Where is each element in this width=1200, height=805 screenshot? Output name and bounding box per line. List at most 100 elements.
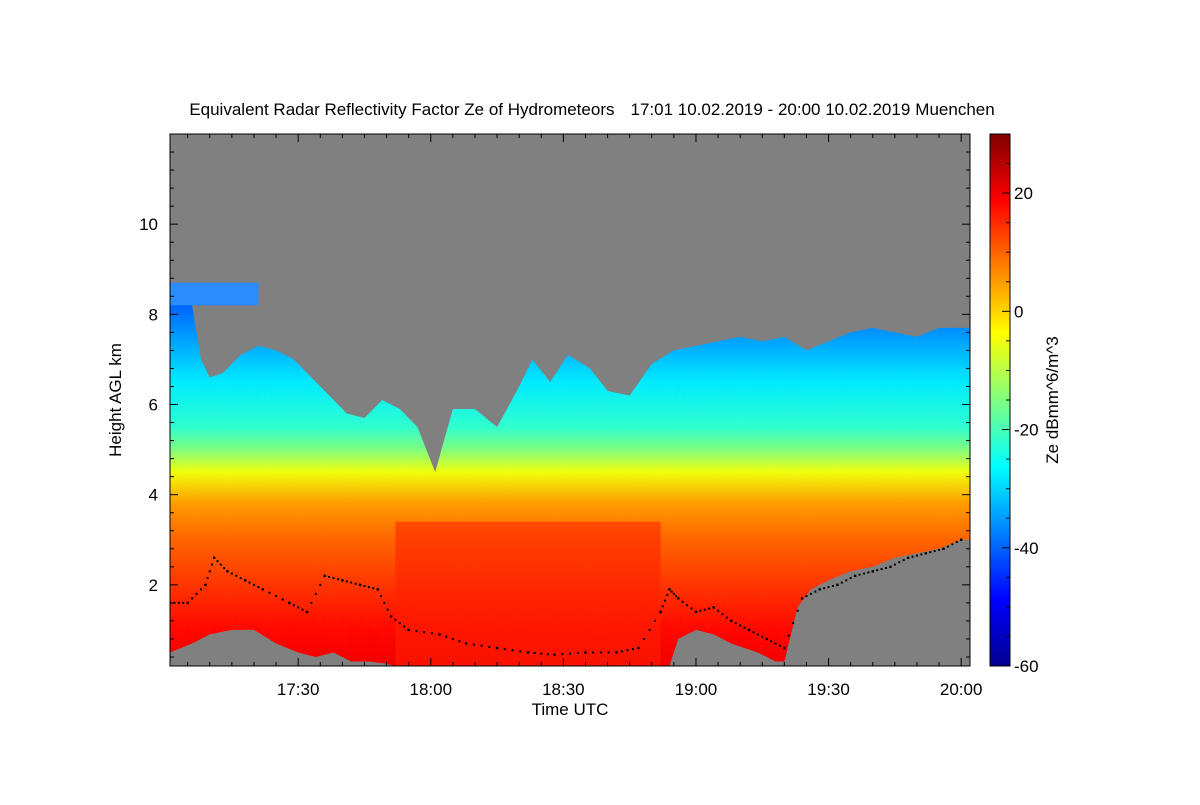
melting-layer-point xyxy=(219,563,222,566)
melting-layer-point xyxy=(195,592,198,595)
x-tick-label: 18:00 xyxy=(410,680,453,699)
melting-layer-point xyxy=(898,561,901,564)
reflectivity-core xyxy=(395,521,661,666)
melting-layer-point xyxy=(389,615,393,618)
melting-layer-point xyxy=(902,559,905,562)
melting-layer-point xyxy=(511,649,514,652)
y-axis-label: Height AGL km xyxy=(106,343,125,457)
melting-layer-point xyxy=(752,631,755,634)
melting-layer-point xyxy=(403,625,406,628)
melting-layer-point xyxy=(880,568,883,571)
melting-layer-point xyxy=(540,652,543,655)
melting-layer-point xyxy=(889,565,892,569)
melting-layer-point xyxy=(845,579,848,582)
melting-layer-point xyxy=(792,622,795,625)
melting-layer-point xyxy=(533,652,536,655)
y-tick-label: 10 xyxy=(139,215,158,234)
melting-layer-point xyxy=(319,583,322,586)
melting-layer-point xyxy=(893,563,896,566)
melting-layer-point xyxy=(743,626,746,629)
melting-layer-point xyxy=(670,590,673,593)
melting-layer-point xyxy=(268,591,271,594)
melting-layer-point xyxy=(805,595,808,598)
melting-layer-point xyxy=(252,583,255,586)
melting-layer-point xyxy=(305,610,309,614)
melting-layer-point xyxy=(553,653,556,656)
melting-layer-point xyxy=(668,588,671,591)
upper-echo-fragment xyxy=(170,282,259,306)
melting-layer-point xyxy=(358,583,362,587)
colorbar-tick-label: -40 xyxy=(1014,539,1039,558)
melting-layer-point xyxy=(756,633,759,636)
melting-layer-point xyxy=(951,543,954,546)
melting-layer-point xyxy=(323,574,326,578)
melting-layer-point xyxy=(297,606,300,609)
melting-layer-point xyxy=(809,592,812,595)
plot-frame xyxy=(169,133,971,667)
colorbar-tick-label: 20 xyxy=(1014,184,1033,203)
melting-layer-point xyxy=(800,597,804,600)
colorbar-axis: -60 -40 -20 0 20 xyxy=(1002,163,1039,676)
melting-layer-point xyxy=(363,584,366,587)
melting-layer-point xyxy=(959,538,963,541)
melting-layer-point xyxy=(814,590,817,593)
melting-layer-point xyxy=(464,642,468,645)
melting-layer-point xyxy=(261,588,265,591)
melting-layer-point xyxy=(643,637,646,640)
melting-layer-point xyxy=(924,552,928,555)
melting-layer-point xyxy=(191,597,194,600)
melting-layer-point xyxy=(690,607,693,610)
melting-layer-point xyxy=(747,628,751,632)
melting-layer-point xyxy=(858,573,861,576)
melting-layer-point xyxy=(569,652,571,655)
melting-layer-point xyxy=(654,619,657,622)
melting-layer-point xyxy=(592,651,595,654)
melting-layer-point xyxy=(445,635,448,638)
melting-layer-point xyxy=(354,582,357,585)
melting-layer-point xyxy=(783,646,786,650)
melting-layer-point xyxy=(761,635,764,638)
melting-layer-point xyxy=(599,651,602,654)
y-axis: 2 4 6 8 10 xyxy=(139,151,970,658)
melting-layer-point xyxy=(734,622,737,625)
melting-layer-point xyxy=(666,593,669,596)
melting-layer-point xyxy=(915,554,918,557)
melting-layer-point xyxy=(472,643,475,646)
melting-layer-point xyxy=(292,604,295,607)
melting-layer-point xyxy=(725,616,728,619)
melting-layer-point xyxy=(301,608,304,611)
melting-layer-point xyxy=(584,651,587,654)
melting-layer-point xyxy=(336,578,339,581)
melting-layer-point xyxy=(275,595,278,598)
plot-area xyxy=(170,134,970,666)
melting-layer-point xyxy=(546,653,549,656)
melting-layer-point xyxy=(849,577,852,580)
melting-layer-point xyxy=(836,583,839,587)
y-tick-label: 4 xyxy=(149,486,158,505)
melting-layer-point xyxy=(906,556,910,559)
melting-layer-point xyxy=(230,572,233,575)
y-tick-label: 8 xyxy=(149,305,158,324)
melting-layer-point xyxy=(288,601,291,605)
melting-layer-point xyxy=(257,586,260,589)
melting-layer-point xyxy=(942,547,945,550)
melting-layer-point xyxy=(946,545,949,548)
melting-layer-point xyxy=(703,608,706,611)
melting-layer-point xyxy=(659,610,662,614)
melting-layer-point xyxy=(503,648,506,651)
y-tick-label: 6 xyxy=(149,396,158,415)
melting-layer-point xyxy=(367,586,370,589)
melting-layer-point xyxy=(281,598,284,601)
melting-layer-point xyxy=(394,618,397,621)
melting-layer-point xyxy=(480,644,483,647)
melting-layer-point xyxy=(430,632,433,635)
melting-layer-point xyxy=(717,609,720,612)
melting-layer-point xyxy=(661,605,664,608)
melting-layer-point xyxy=(933,550,936,553)
melting-layer-point xyxy=(938,548,941,551)
melting-layer-point xyxy=(458,640,461,643)
melting-layer-point xyxy=(210,563,213,566)
melting-layer-point xyxy=(787,634,790,637)
